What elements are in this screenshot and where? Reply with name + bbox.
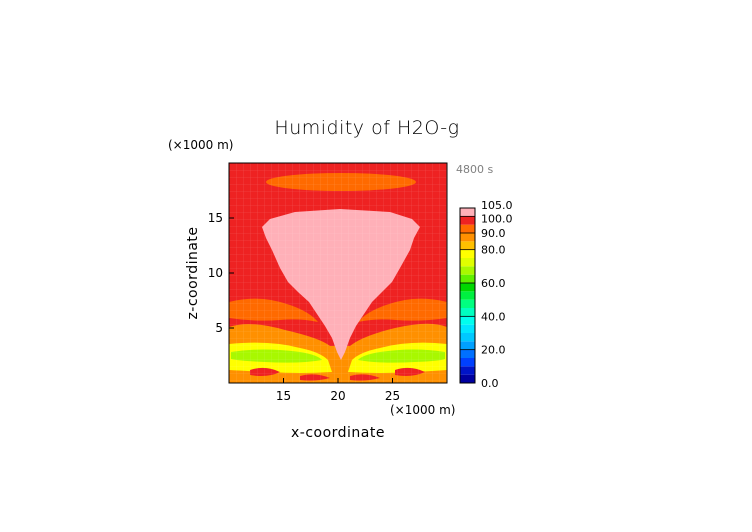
y-axis-title: z-coordinate — [185, 226, 201, 319]
colorbar-swatch — [460, 341, 475, 350]
colorbar-tick-label: 80.0 — [481, 244, 506, 257]
colorbar-swatch — [460, 249, 475, 258]
x-tick-label: 15 — [276, 389, 291, 403]
colorbar-swatch — [460, 366, 475, 375]
colorbar-swatch — [460, 266, 475, 275]
colorbar-swatch — [460, 333, 475, 342]
colorbar — [460, 208, 475, 383]
colorbar-tick-label: 100.0 — [481, 212, 513, 225]
x-axis-ticks: 15 20 25 — [276, 378, 400, 403]
colorbar-tick-label: 40.0 — [481, 310, 506, 323]
colorbar-tick-label: 0.0 — [481, 377, 499, 390]
colorbar-swatch — [460, 374, 475, 383]
colorbar-tick-label: 90.0 — [481, 227, 506, 240]
colorbar-swatch — [460, 308, 475, 317]
colorbar-tick-label: 60.0 — [481, 277, 506, 290]
x-axis-title: x-coordinate — [291, 425, 385, 441]
heatmap-field — [229, 163, 447, 383]
x-tick-label: 20 — [330, 389, 345, 403]
colorbar-swatch — [460, 224, 475, 233]
colorbar-swatch — [460, 241, 475, 250]
colorbar-swatch — [460, 316, 475, 325]
colorbar-tick-label: 20.0 — [481, 344, 506, 357]
colorbar-swatch — [460, 216, 475, 225]
colorbar-tick-label: 105.0 — [481, 199, 513, 212]
colorbar-swatch — [460, 208, 475, 217]
y-tick-label: 10 — [208, 266, 223, 280]
colorbar-swatch — [460, 324, 475, 333]
colorbar-swatch — [460, 291, 475, 300]
colorbar-swatch — [460, 299, 475, 308]
y-tick-label: 5 — [215, 321, 223, 335]
colorbar-swatch — [460, 349, 475, 358]
colorbar-swatch — [460, 258, 475, 267]
grid-overlay — [229, 163, 447, 383]
y-axis-ticks: 5 10 15 — [208, 211, 234, 335]
colorbar-swatch — [460, 283, 475, 292]
colorbar-swatch — [460, 233, 475, 242]
x-tick-label: 25 — [385, 389, 400, 403]
time-label: 4800 s — [456, 163, 493, 176]
colorbar-swatch — [460, 358, 475, 367]
y-tick-label: 15 — [208, 211, 223, 225]
chart-title: Humidity of H2O-g — [274, 117, 459, 139]
colorbar-swatch — [460, 274, 475, 283]
y-unit-label: (×1000 m) — [168, 138, 233, 152]
x-unit-label: (×1000 m) — [390, 403, 455, 417]
